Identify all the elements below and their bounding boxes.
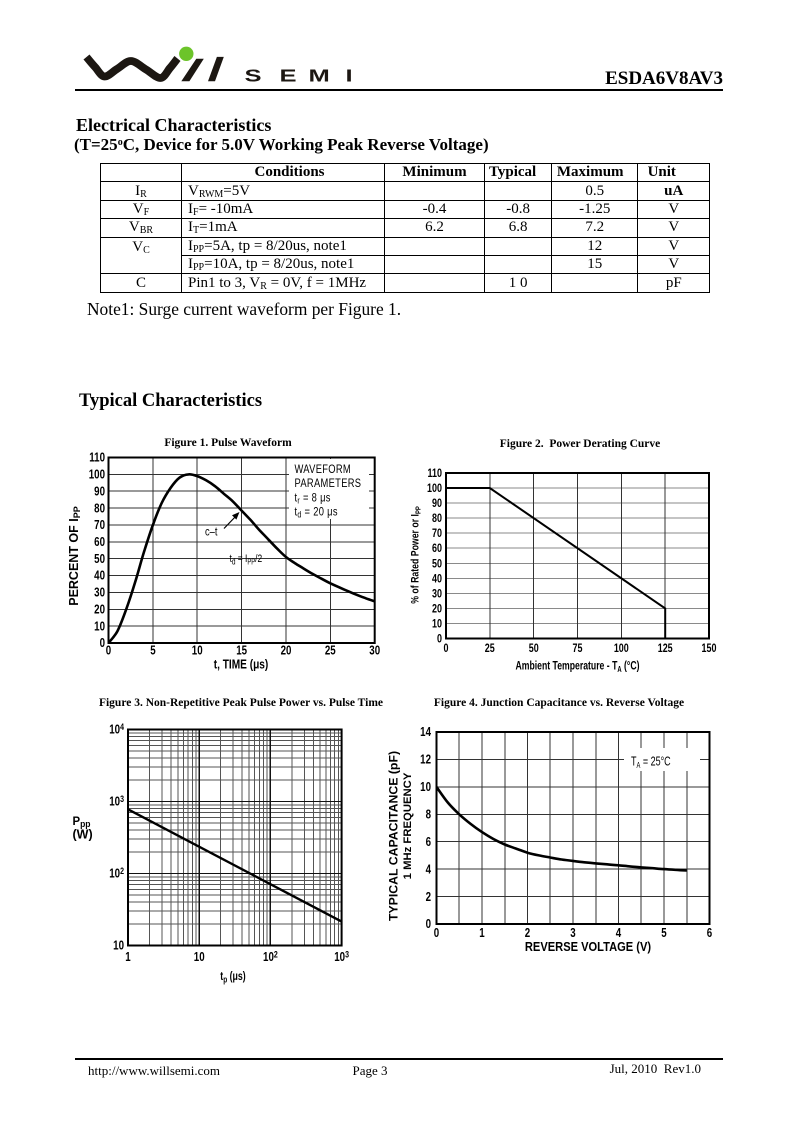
svg-text:150: 150 (702, 643, 717, 655)
svg-text:75: 75 (573, 643, 583, 655)
svg-text:6: 6 (707, 927, 712, 940)
svg-text:103: 103 (334, 950, 349, 965)
svg-text:S: S (245, 65, 262, 85)
svg-text:1: 1 (479, 927, 484, 940)
svg-text:4: 4 (426, 863, 432, 876)
svg-text:t, TIME (μs): t, TIME (μs) (214, 657, 269, 671)
svg-text:104: 104 (109, 722, 124, 737)
svg-text:102: 102 (109, 866, 124, 881)
svg-text:td = IPP/2: td = IPP/2 (230, 553, 263, 566)
svg-text:70: 70 (432, 528, 442, 540)
svg-text:WAVEFORM: WAVEFORM (295, 463, 352, 476)
svg-text:25: 25 (325, 644, 336, 657)
svg-text:20: 20 (281, 644, 292, 657)
svg-text:60: 60 (432, 543, 442, 555)
svg-text:103: 103 (109, 794, 124, 809)
svg-text:5: 5 (661, 927, 666, 940)
svg-text:% of Rated Power or IPP: % of Rated Power or IPP (410, 506, 423, 604)
svg-text:100: 100 (614, 643, 629, 655)
svg-text:td = 20 μs: td = 20 μs (295, 505, 338, 519)
svg-text:14: 14 (420, 726, 432, 739)
svg-text:2: 2 (426, 891, 431, 904)
svg-text:70: 70 (94, 519, 105, 532)
svg-text:50: 50 (432, 558, 442, 570)
svg-text:50: 50 (94, 553, 105, 566)
svg-text:25: 25 (485, 643, 495, 655)
svg-text:0: 0 (444, 643, 449, 655)
svg-text:E: E (280, 65, 297, 85)
svg-text:40: 40 (432, 573, 442, 585)
svg-text:90: 90 (94, 485, 105, 498)
svg-text:1 MHz FREQUENCY: 1 MHz FREQUENCY (402, 772, 414, 879)
svg-text:100: 100 (427, 483, 442, 495)
svg-text:6: 6 (426, 836, 431, 849)
svg-text:8: 8 (426, 808, 431, 821)
svg-text:90: 90 (432, 498, 442, 510)
svg-text:TA = 25°C: TA = 25°C (631, 755, 671, 769)
svg-text:tp (μs): tp (μs) (220, 970, 246, 985)
svg-text:10: 10 (194, 951, 205, 964)
svg-text:M: M (309, 65, 330, 85)
svg-text:10: 10 (192, 644, 203, 657)
svg-text:15: 15 (236, 644, 247, 657)
svg-text:Ppp: Ppp (73, 815, 91, 829)
svg-text:10: 10 (94, 620, 105, 633)
svg-text:50: 50 (529, 643, 539, 655)
svg-text:80: 80 (432, 513, 442, 525)
svg-text:3: 3 (570, 927, 575, 940)
svg-text:20: 20 (94, 603, 105, 616)
svg-text:I: I (346, 65, 353, 85)
svg-text:60: 60 (94, 536, 105, 549)
svg-text:0: 0 (426, 918, 431, 931)
svg-text:102: 102 (263, 950, 278, 965)
svg-text:10: 10 (113, 939, 124, 952)
svg-text:20: 20 (432, 603, 442, 615)
svg-text:REVERSE VOLTAGE (V): REVERSE VOLTAGE (V) (525, 939, 651, 954)
svg-text:125: 125 (658, 643, 673, 655)
svg-text:0: 0 (106, 644, 111, 657)
svg-text:(W): (W) (73, 828, 93, 842)
svg-text:80: 80 (94, 502, 105, 515)
svg-text:tr = 8 μs: tr = 8 μs (295, 491, 331, 505)
svg-text:5: 5 (150, 644, 155, 657)
svg-text:30: 30 (432, 588, 442, 600)
svg-text:0: 0 (434, 927, 439, 940)
svg-text:12: 12 (420, 754, 431, 767)
svg-text:c–t: c–t (205, 525, 217, 538)
svg-text:110: 110 (428, 468, 443, 480)
svg-text:TYPICAL CAPACITANCE (pF): TYPICAL CAPACITANCE (pF) (387, 751, 401, 921)
svg-text:30: 30 (94, 587, 105, 600)
svg-text:PERCENT OF IPP: PERCENT OF IPP (67, 506, 82, 606)
svg-text:30: 30 (369, 644, 380, 657)
svg-text:110: 110 (89, 452, 105, 465)
svg-text:100: 100 (89, 469, 105, 482)
svg-text:Ambient Temperature - TA (°C): Ambient Temperature - TA (°C) (515, 660, 639, 673)
svg-text:40: 40 (94, 570, 105, 583)
svg-text:10: 10 (420, 781, 431, 794)
svg-text:0: 0 (437, 634, 442, 646)
svg-text:1: 1 (125, 951, 130, 964)
svg-text:0: 0 (100, 637, 105, 650)
svg-text:PARAMETERS: PARAMETERS (295, 477, 362, 490)
svg-text:10: 10 (432, 619, 442, 631)
svg-text:4: 4 (616, 927, 622, 940)
svg-text:2: 2 (525, 927, 530, 940)
